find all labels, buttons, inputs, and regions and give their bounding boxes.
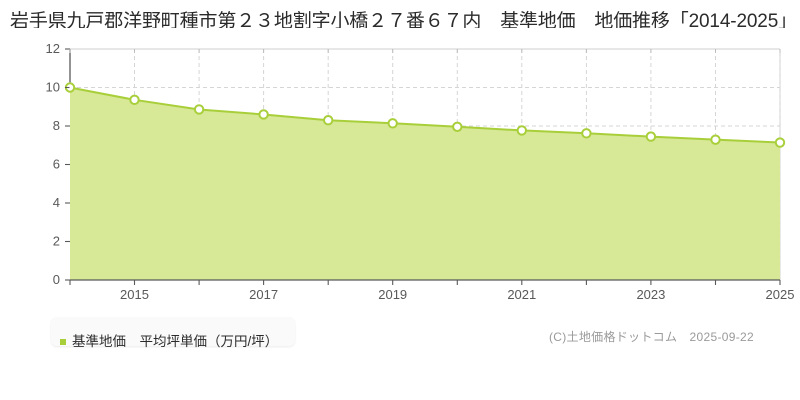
svg-text:4: 4 (53, 195, 60, 210)
svg-text:2023: 2023 (636, 287, 665, 302)
svg-text:10: 10 (46, 80, 60, 95)
svg-text:2019: 2019 (378, 287, 407, 302)
svg-text:2021: 2021 (507, 287, 536, 302)
svg-text:2017: 2017 (249, 287, 278, 302)
svg-text:2: 2 (53, 234, 60, 249)
svg-text:8: 8 (53, 118, 60, 133)
svg-text:6: 6 (53, 157, 60, 172)
svg-text:2015: 2015 (120, 287, 149, 302)
svg-text:12: 12 (46, 41, 60, 56)
svg-text:0: 0 (53, 272, 60, 287)
svg-text:2025: 2025 (766, 287, 795, 302)
